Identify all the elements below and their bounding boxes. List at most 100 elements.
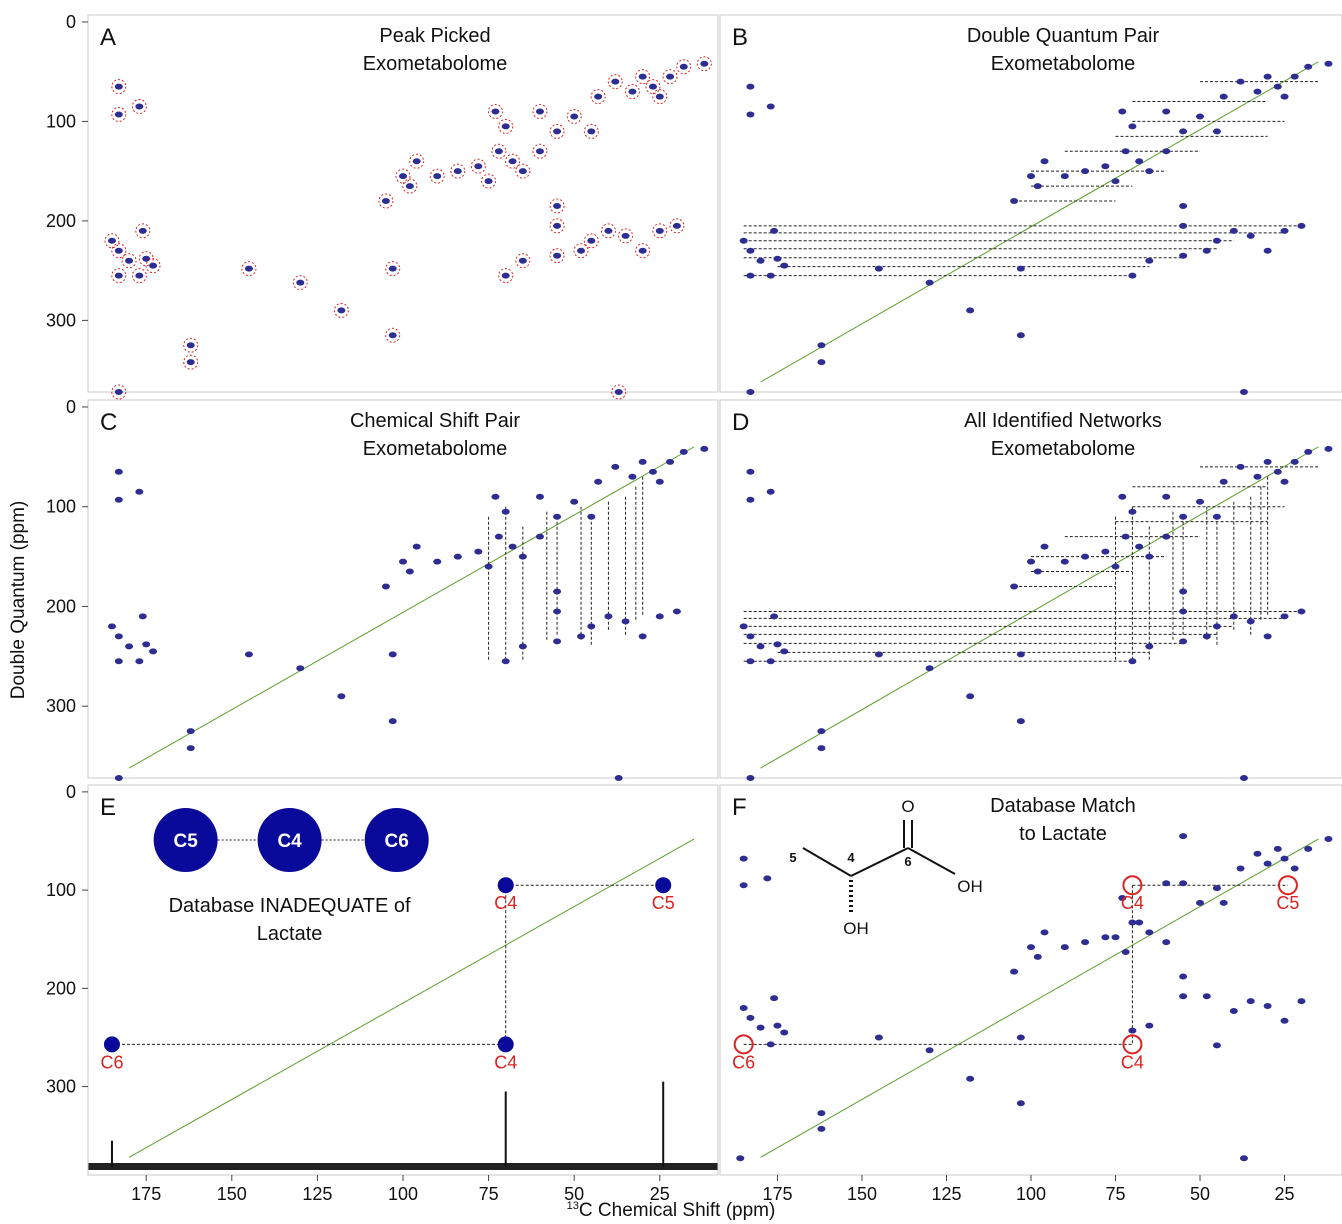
peak <box>1040 158 1049 165</box>
peak <box>1263 860 1272 867</box>
peak <box>1263 633 1272 640</box>
peak <box>594 478 603 485</box>
peak <box>1101 548 1110 555</box>
peak <box>1304 63 1313 70</box>
x-axis-label-text: C Chemical Shift (ppm) <box>579 1200 775 1221</box>
peak <box>966 1075 975 1082</box>
peak <box>1162 939 1171 946</box>
peak <box>1016 265 1025 272</box>
structure-label: O <box>901 797 914 816</box>
peak <box>756 1024 765 1031</box>
peak <box>1280 93 1289 100</box>
peak <box>114 658 123 665</box>
peak-pick-ring <box>611 384 627 400</box>
peak-pick-ring <box>573 243 589 259</box>
peak <box>114 111 123 118</box>
diagonal <box>760 446 1319 769</box>
peak <box>1145 929 1154 936</box>
caption: Database INADEQUATE of <box>169 895 411 917</box>
peak <box>1229 613 1238 620</box>
peak <box>1118 493 1127 500</box>
peak <box>388 332 397 339</box>
peak <box>817 359 826 366</box>
peak <box>553 202 562 209</box>
peak <box>746 658 755 665</box>
peak <box>763 875 772 882</box>
peak <box>1273 83 1282 90</box>
y-axis-label: Double Quantum (ppm) <box>8 501 29 700</box>
peak <box>114 775 123 781</box>
peak <box>1196 113 1205 120</box>
peak <box>1081 168 1090 175</box>
peak-pick-ring <box>470 158 486 174</box>
peak <box>1219 478 1228 485</box>
peak <box>746 633 755 640</box>
peak-pick-ring <box>131 268 147 284</box>
peak-pick-ring <box>515 253 531 269</box>
peak <box>1010 583 1019 590</box>
x-tick-label: 25 <box>650 1184 670 1204</box>
peak <box>672 608 681 615</box>
peak <box>780 262 789 269</box>
peak <box>770 227 779 234</box>
peak <box>614 389 623 395</box>
peak <box>1236 865 1245 872</box>
peak <box>1040 929 1049 936</box>
structure-label: 4 <box>847 850 855 865</box>
peak-pick-ring <box>111 268 127 284</box>
peak-pick-ring <box>241 261 257 277</box>
peak <box>244 265 253 272</box>
peak <box>1128 1027 1137 1034</box>
peak <box>621 618 630 625</box>
peak <box>874 651 883 658</box>
panel-frame <box>719 399 1342 779</box>
peak <box>1273 845 1282 852</box>
peak <box>1239 775 1248 781</box>
peak <box>186 359 195 366</box>
panel-letter: B <box>732 24 748 51</box>
peak-pick-ring <box>429 168 445 184</box>
peak <box>1263 1003 1272 1010</box>
peak-pick-ring <box>333 302 349 318</box>
peak <box>535 493 544 500</box>
peak <box>1111 563 1120 570</box>
peak <box>746 111 755 118</box>
peak-pick-ring <box>183 354 199 370</box>
peak <box>1162 533 1171 540</box>
peak <box>874 265 883 272</box>
peak <box>587 237 596 244</box>
match-dot <box>497 1036 514 1053</box>
peak <box>125 257 134 264</box>
diagonal <box>760 838 1319 1158</box>
peak-pick-ring <box>385 327 401 343</box>
peak <box>1246 998 1255 1005</box>
peak <box>1239 1155 1248 1162</box>
peak <box>1179 833 1188 840</box>
peak <box>1304 448 1313 455</box>
peak <box>770 995 779 1002</box>
peak <box>138 613 147 620</box>
peak-pick-ring <box>583 233 599 249</box>
peak <box>594 93 603 100</box>
panel-title: Database Match <box>990 795 1136 817</box>
peak-pick-ring <box>498 268 514 284</box>
peak <box>1324 60 1333 67</box>
panel-title: to Lactate <box>1019 823 1107 845</box>
peak <box>1128 272 1137 279</box>
lactate-structure <box>802 820 956 915</box>
peak <box>1202 993 1211 1000</box>
peak <box>107 237 116 244</box>
peak <box>1179 128 1188 135</box>
peak <box>966 307 975 314</box>
x-tick-label: 175 <box>131 1184 161 1204</box>
peak <box>186 745 195 752</box>
peak <box>1016 651 1025 658</box>
panel-frame <box>87 14 719 393</box>
peak <box>1027 944 1035 951</box>
diagonal <box>128 446 695 769</box>
peak <box>553 513 562 520</box>
x-tick-label: 175 <box>762 1184 792 1204</box>
peak <box>535 148 544 155</box>
peak <box>1273 468 1282 475</box>
peak <box>1135 158 1144 165</box>
